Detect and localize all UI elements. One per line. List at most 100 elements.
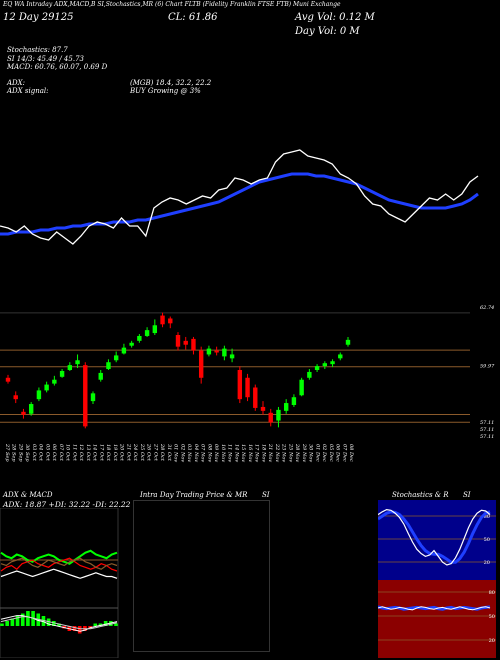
date-label: 29 Sep [17,443,23,462]
stochastics-info: Stochastics: 87.7 [7,46,68,54]
candle [222,345,227,361]
macd-hist-bar [103,621,108,626]
candle [291,394,297,407]
date-label: 14 Nov [233,444,239,462]
adx-series-line [0,557,118,572]
date-label: 07 Dec [341,444,347,462]
candle [83,362,88,429]
macd-hist-bar [0,623,4,626]
header-line1: EQ WA Intraday ADX,MACD,B SI,Stochastics… [3,1,341,8]
candle [75,354,80,369]
candle [229,348,235,363]
si-tick: 80 [489,590,495,596]
candle-body [229,354,235,359]
date-label: 17 Nov [254,444,260,462]
macd-hist-bar [114,623,118,626]
candle [283,399,289,414]
candle-body [129,342,134,346]
level-label: 57.11 [480,434,494,440]
candle-body [245,377,250,398]
candle-body [137,335,142,341]
macd-hist-bar [46,618,51,626]
candle [345,336,351,347]
adx-values: (MGB) 18.4, 32.2, 22.2 [130,79,212,87]
candle-body [291,397,297,405]
candle [21,408,26,419]
macd-hist-bar [77,626,82,634]
date-label: 05 Dec [328,444,334,462]
date-label: 28 Sep [11,443,17,462]
candle-body [152,325,158,334]
header-line2: 12 Day 29125 [3,12,74,23]
date-label: 05 Oct [44,444,50,462]
stochastics-panel: 80 80 50 50 20 20 [378,500,496,658]
adx-signal-label: ADX signal: [7,87,49,95]
candle [90,391,96,405]
intraday-panel [133,500,270,652]
date-label: 09 Nov [213,444,219,462]
candle-body [44,384,49,391]
candle [5,374,11,384]
date-label: 24 Oct [132,443,138,462]
adx-signal: BUY Growing @ 3% [130,87,201,95]
candle [214,346,219,356]
candle-body [307,371,312,378]
candle [245,373,250,402]
date-label: 25 Oct [139,443,145,462]
candle-body [144,330,150,336]
candle-body [160,315,165,325]
date-label: 30 Sep [24,444,30,462]
candle [268,408,273,427]
date-label: 21 Nov [267,443,273,462]
candle [183,336,188,350]
date-label: 20 Oct [119,443,125,462]
day-volume: Day Vol: 0 M [295,26,360,37]
candle-body [222,348,227,357]
candle-body [21,411,26,415]
candle [113,351,119,363]
date-label: 07 Oct [58,444,64,462]
macd-hist-bar [93,623,98,626]
macd-hist-bar [26,611,30,626]
date-label: 02 Nov [179,444,185,462]
candle-body [83,365,88,427]
candle-body [206,348,212,355]
level-label: 57.11 [480,427,494,433]
candle-body [322,363,328,367]
date-label: 10 Nov [220,444,226,462]
date-label: 15 Nov [240,444,246,462]
si-info: SI 14/3: 45.49 / 45.73 [7,55,84,63]
date-label: 21 Oct [125,443,131,462]
date-label: 27 Oct [152,443,158,462]
candle-body [121,347,127,354]
candle-body [183,340,188,345]
adx-series-line [0,568,118,579]
stoch-tick: 80 [484,514,490,520]
date-label: 11 Nov [227,444,233,462]
date-label: 04 Oct [38,444,44,462]
candle-body [330,361,335,365]
date-label: 03 Oct [31,444,37,462]
date-label: 12 Oct [78,444,84,462]
candle [276,406,281,428]
date-label: 23 Nov [281,443,287,462]
price-line [0,149,479,245]
macd-hist-bar [98,623,103,626]
adx-frame [0,508,119,658]
level-label: 59.97 [480,364,495,370]
candle [307,369,312,380]
ma-line [0,172,479,236]
candle [121,343,127,355]
candle [144,327,150,337]
candle-body [237,370,243,400]
candle-body [345,339,351,345]
candle-body [98,372,103,380]
date-label: 11 Oct [71,444,77,462]
candle-body [106,362,111,370]
macd-hist-bar [5,621,9,626]
date-label: 19 Oct [112,444,118,462]
candle [237,366,243,404]
candle [36,387,42,402]
candle [160,312,165,328]
